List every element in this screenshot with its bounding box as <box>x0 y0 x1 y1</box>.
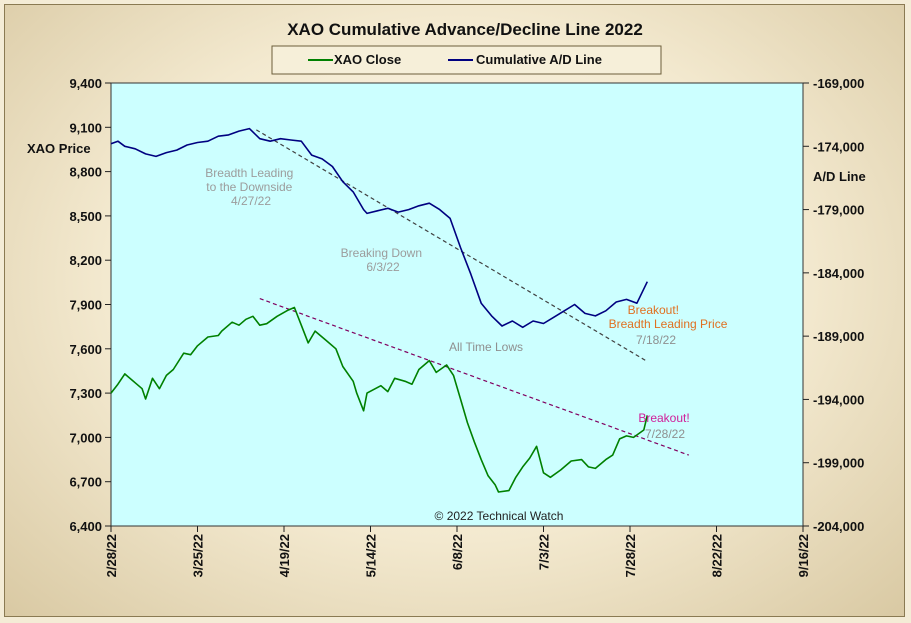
x-tick-label: 9/16/22 <box>796 534 811 577</box>
right-tick-label: -199,000 <box>813 456 864 471</box>
right-tick-label: -169,000 <box>813 76 864 91</box>
annotation-breadth-leading: Breadth Leading to the Downside 4/27/22 <box>205 166 296 208</box>
legend-label-xao-close: XAO Close <box>334 52 401 67</box>
trendline-1 <box>259 298 690 456</box>
annotation-breaking-down-date: 6/3/22 <box>366 260 400 274</box>
left-tick-label: 8,500 <box>69 209 102 224</box>
left-axis: 9,400 9,100 8,800 8,500 8,200 7,900 7,600 7,300… <box>69 76 111 534</box>
right-axis: -169,000 -174,000 -179,000 -184,000 -189,000… <box>803 76 864 534</box>
legend-label-ad-line: Cumulative A/D Line <box>476 52 602 67</box>
x-tick-label: 5/14/22 <box>364 534 379 577</box>
right-tick-label: -174,000 <box>813 139 864 154</box>
annotations: Breadth Leading to the Downside 4/27/22 … <box>205 166 727 441</box>
series-line-cumulative-ad-line <box>110 127 649 329</box>
plot-area <box>110 82 804 527</box>
right-tick-label: -189,000 <box>813 329 864 344</box>
annotation-breadth-leading-line1: Breadth Leading <box>205 166 293 180</box>
annotation-breakout-price: Breakout! <box>638 411 689 425</box>
left-tick-label: 7,000 <box>69 430 102 445</box>
x-tick-label: 8/22/22 <box>710 534 725 577</box>
annotation-breakout-ad-date: 7/18/22 <box>636 333 676 347</box>
left-tick-label: 7,600 <box>69 342 102 357</box>
x-tick-label: 4/19/22 <box>277 534 292 577</box>
left-tick-label: 6,400 <box>69 519 102 534</box>
trendlines <box>256 129 690 456</box>
chart-svg: XAO Cumulative Advance/Decline Line 2022… <box>27 20 866 577</box>
x-tick-label: 3/25/22 <box>191 534 206 577</box>
left-tick-label: 9,100 <box>69 120 102 135</box>
x-axis: 2/28/22 3/25/22 4/19/22 5/14/22 6/8/22 7/3/22… <box>104 526 811 577</box>
copyright: © 2022 Technical Watch <box>435 509 564 523</box>
right-tick-label: -204,000 <box>813 519 864 534</box>
left-tick-label: 8,800 <box>69 165 102 180</box>
x-tick-label: 7/28/22 <box>623 534 638 577</box>
annotation-breakout-price-date: 7/28/22 <box>645 427 685 441</box>
annotation-breakout-ad-line1: Breakout! <box>628 303 679 317</box>
annotation-all-time-lows: All Time Lows <box>449 340 523 354</box>
annotation-breakout-ad-line2: Breadth Leading Price <box>609 317 728 331</box>
legend: XAO Close Cumulative A/D Line <box>271 45 662 75</box>
left-tick-label: 7,300 <box>69 386 102 401</box>
right-tick-label: -184,000 <box>813 266 864 281</box>
left-axis-label: XAO Price <box>27 141 91 156</box>
trendline-0 <box>256 129 648 362</box>
x-tick-label: 7/3/22 <box>537 534 552 570</box>
left-tick-label: 6,700 <box>69 475 102 490</box>
series <box>110 127 649 493</box>
series-line-xao-close <box>110 306 649 493</box>
left-tick-label: 9,400 <box>69 76 102 91</box>
right-tick-label: -179,000 <box>813 203 864 218</box>
left-tick-label: 8,200 <box>69 253 102 268</box>
annotation-breaking-down-line1: Breaking Down <box>341 246 422 260</box>
right-tick-label: -194,000 <box>813 392 864 407</box>
annotation-breadth-leading-line2: to the Downside <box>206 180 292 194</box>
annotation-breadth-leading-date: 4/27/22 <box>231 194 271 208</box>
x-tick-label: 6/8/22 <box>450 534 465 570</box>
annotation-breakout-ad: Breakout! Breadth Leading Price <box>609 303 728 331</box>
x-tick-label: 2/28/22 <box>104 534 119 577</box>
left-tick-label: 7,900 <box>69 298 102 313</box>
chart-title: XAO Cumulative Advance/Decline Line 2022 <box>287 20 643 39</box>
right-axis-label: A/D Line <box>813 169 866 184</box>
annotation-breaking-down: Breaking Down 6/3/22 <box>341 246 426 274</box>
chart-frame: XAO Cumulative Advance/Decline Line 2022… <box>4 4 905 617</box>
